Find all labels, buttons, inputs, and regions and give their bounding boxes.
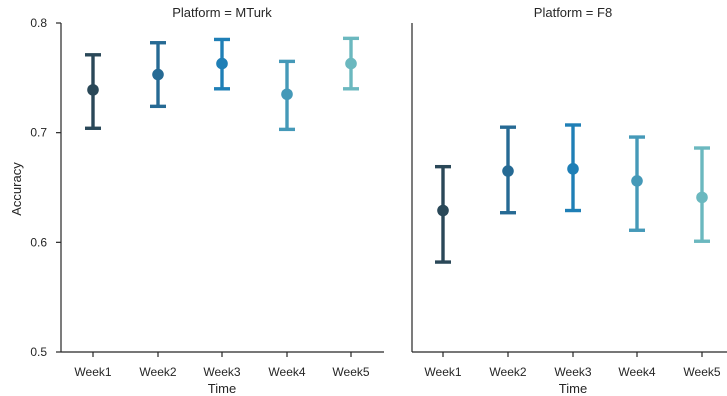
data-marks-mturk [85,36,359,132]
mean-point [216,57,228,70]
mean-point [152,68,164,81]
mean-point [502,165,514,177]
y-tick-label: 0.5 [30,345,47,359]
panel-f8: Platform = F8 Week1 Week2 Week3 Week4 Week5 … [411,5,727,396]
y-ticks-mturk: 0.5 0.6 0.7 0.8 [30,16,61,359]
x-tick-label: Week5 [332,365,369,379]
mean-point [567,163,579,175]
data-marks-f8 [435,123,710,264]
x-axis-label-mturk: Time [208,381,236,396]
x-ticks-f8: Week1 Week2 Week3 Week4 Week5 [424,352,721,379]
x-ticks-mturk: Week1 Week2 Week3 Week4 Week5 [74,352,370,379]
y-tick-label: 0.8 [30,16,47,30]
x-tick-label: Week2 [139,365,176,379]
y-axis-label: Accuracy [9,162,24,216]
x-tick-label: Week3 [554,365,591,379]
x-tick-label: Week3 [203,365,240,379]
mean-point [87,84,99,96]
x-tick-label: Week1 [424,365,461,379]
mean-point [345,57,357,70]
mean-point [281,88,293,101]
mean-point [437,204,449,217]
mean-point [631,175,643,187]
y-tick-label: 0.6 [30,235,47,249]
x-axis-label-f8: Time [559,381,587,396]
x-tick-label: Week4 [268,365,305,379]
y-tick-label: 0.7 [30,126,47,140]
panel-mturk: Platform = MTurk 0.5 0.6 0.7 0.8 Week1 Week2… [30,5,384,396]
x-tick-label: Week2 [489,365,526,379]
x-tick-label: Week5 [683,365,720,379]
x-tick-label: Week1 [74,365,111,379]
x-tick-label: Week4 [618,365,655,379]
panel-title-f8: Platform = F8 [534,5,612,20]
mean-point [696,191,708,204]
panel-title-mturk: Platform = MTurk [172,5,272,20]
